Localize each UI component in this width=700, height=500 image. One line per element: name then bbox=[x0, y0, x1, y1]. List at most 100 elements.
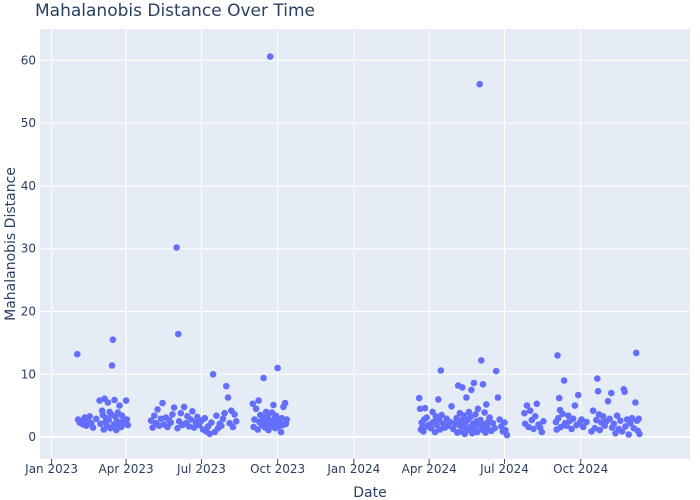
data-point bbox=[557, 423, 565, 431]
data-point bbox=[221, 409, 228, 417]
data-point bbox=[151, 412, 158, 420]
data-points bbox=[74, 53, 643, 439]
data-point bbox=[481, 409, 488, 416]
data-point bbox=[521, 409, 528, 417]
data-point bbox=[416, 405, 424, 413]
data-point bbox=[180, 403, 188, 411]
data-point bbox=[116, 402, 123, 409]
data-point bbox=[266, 53, 274, 60]
plot-area bbox=[40, 29, 690, 459]
data-point bbox=[468, 386, 475, 394]
data-point bbox=[596, 426, 603, 434]
data-point bbox=[213, 412, 220, 420]
data-point bbox=[618, 428, 626, 435]
data-point bbox=[483, 401, 490, 408]
data-point bbox=[632, 349, 640, 357]
data-point bbox=[255, 397, 262, 404]
data-point bbox=[604, 397, 612, 405]
data-point bbox=[281, 399, 289, 407]
data-point bbox=[208, 419, 215, 426]
data-point bbox=[540, 418, 547, 425]
data-point bbox=[636, 430, 643, 438]
x-tick-label: Jul 2024 bbox=[479, 462, 529, 476]
data-point bbox=[476, 80, 484, 88]
x-tick-label: Jul 2023 bbox=[176, 462, 226, 476]
y-tick-label: 40 bbox=[21, 179, 36, 193]
data-point bbox=[492, 367, 500, 375]
data-point bbox=[501, 419, 508, 426]
data-point bbox=[621, 388, 628, 396]
data-point bbox=[201, 414, 209, 422]
data-point bbox=[555, 414, 562, 422]
data-point bbox=[599, 413, 607, 420]
data-point bbox=[169, 411, 176, 418]
data-point bbox=[423, 414, 431, 421]
data-point bbox=[274, 364, 281, 372]
x-tick-label: Jan 2023 bbox=[24, 462, 78, 476]
data-point bbox=[111, 396, 118, 404]
data-point bbox=[187, 416, 194, 423]
data-point bbox=[175, 330, 182, 338]
data-point bbox=[565, 412, 572, 420]
data-point bbox=[112, 426, 120, 434]
data-point bbox=[260, 374, 267, 382]
data-point bbox=[533, 400, 541, 408]
y-tick-label: 30 bbox=[21, 242, 36, 256]
data-point bbox=[502, 426, 509, 434]
data-point bbox=[124, 421, 132, 429]
data-point bbox=[97, 420, 104, 428]
data-point bbox=[427, 424, 435, 432]
data-point bbox=[459, 384, 466, 391]
data-point bbox=[438, 411, 445, 419]
x-tick-label: Jan 2024 bbox=[326, 462, 380, 476]
data-point bbox=[559, 410, 566, 418]
data-point bbox=[579, 423, 587, 431]
data-point bbox=[613, 412, 621, 420]
data-point bbox=[232, 418, 240, 425]
y-tick-label: 0 bbox=[28, 430, 36, 444]
data-point bbox=[460, 412, 468, 420]
data-point bbox=[96, 397, 103, 404]
data-point bbox=[74, 350, 81, 358]
data-point bbox=[453, 414, 460, 422]
data-point bbox=[190, 424, 198, 431]
data-point bbox=[489, 419, 497, 427]
data-point bbox=[617, 417, 624, 425]
data-point bbox=[483, 423, 491, 431]
data-point bbox=[249, 400, 257, 408]
data-point bbox=[415, 394, 423, 402]
chart-title: Mahalanobis Distance Over Time bbox=[35, 1, 315, 21]
data-point bbox=[218, 422, 225, 430]
data-point bbox=[526, 407, 534, 415]
data-point bbox=[486, 414, 493, 421]
data-point bbox=[530, 425, 537, 433]
data-point bbox=[622, 423, 629, 430]
data-point bbox=[93, 415, 100, 423]
tick-labels: 0 10 20 30 40 50 60 Jan 2023 Apr 2023 Jul 2023 Oct… bbox=[21, 53, 609, 476]
data-point bbox=[523, 402, 531, 409]
data-point bbox=[482, 429, 489, 436]
data-point bbox=[231, 411, 238, 418]
data-point bbox=[147, 417, 155, 425]
data-point bbox=[105, 416, 112, 424]
data-point bbox=[583, 418, 590, 426]
data-point bbox=[420, 428, 427, 435]
data-point bbox=[635, 415, 642, 423]
data-point bbox=[478, 357, 485, 364]
data-point bbox=[108, 362, 116, 369]
data-point bbox=[473, 428, 481, 436]
x-tick-label: Oct 2023 bbox=[250, 462, 305, 476]
y-tick-label: 60 bbox=[21, 53, 36, 67]
data-point bbox=[118, 412, 126, 420]
data-point bbox=[224, 394, 232, 401]
data-point bbox=[625, 431, 632, 438]
data-point bbox=[472, 411, 479, 418]
data-point bbox=[104, 399, 112, 406]
data-point bbox=[531, 413, 539, 420]
data-point bbox=[554, 352, 561, 359]
y-axis-title: Mahalanobis Distance bbox=[3, 167, 19, 321]
y-tick-label: 20 bbox=[21, 304, 36, 318]
data-point bbox=[568, 425, 575, 433]
x-tick-label: Apr 2023 bbox=[99, 462, 154, 476]
